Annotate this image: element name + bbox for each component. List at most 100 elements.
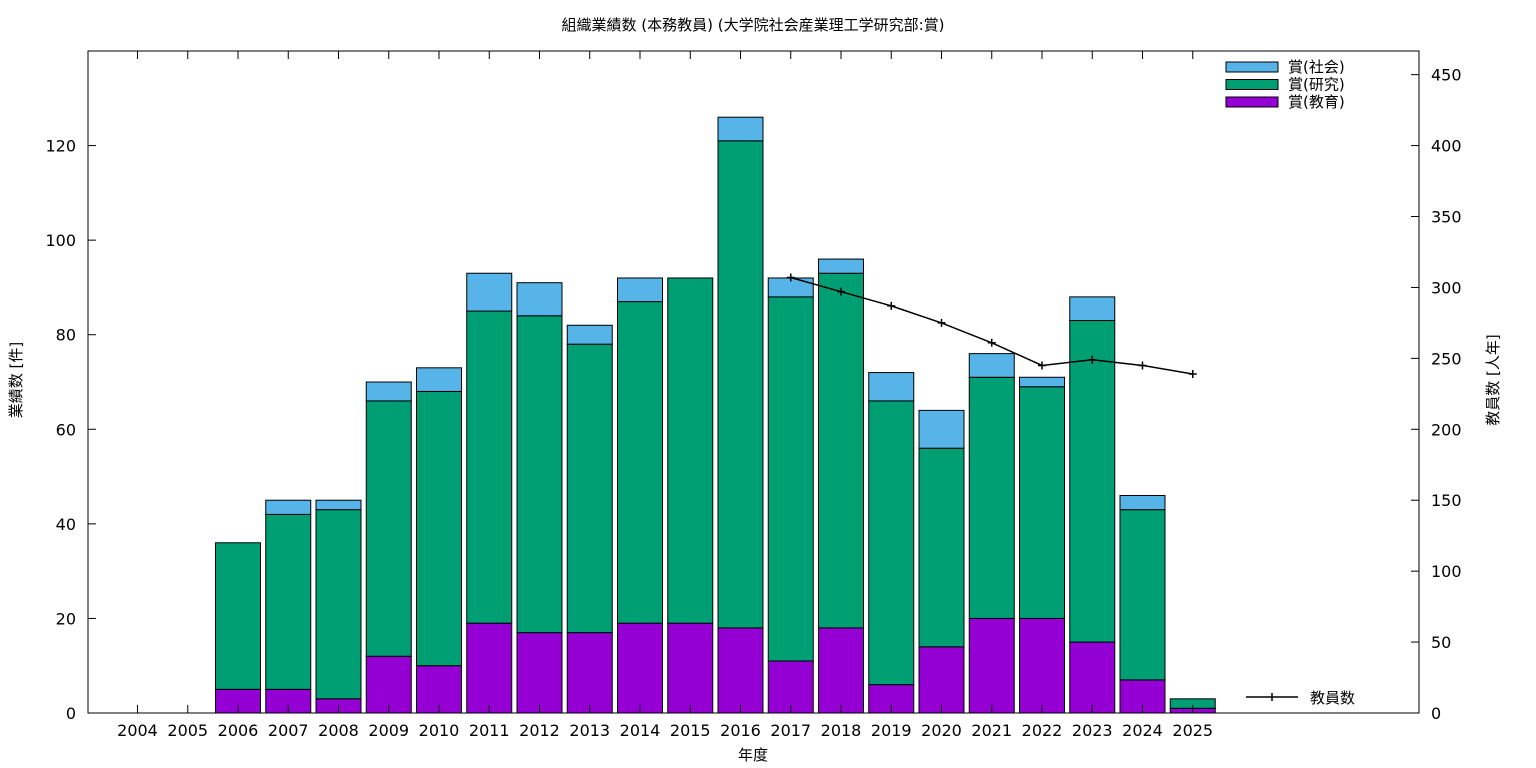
bar-2023-series-0 — [1069, 641, 1116, 714]
x-tick-label-2007: 2007 — [268, 721, 309, 740]
bar-2011-series-1 — [466, 310, 513, 624]
bar-2012-series-2 — [516, 282, 563, 317]
bar-2019-series-2 — [868, 372, 915, 402]
line-point-2022 — [1038, 361, 1046, 370]
legend-line-label: 教員数 — [1310, 689, 1355, 707]
y2-axis-label: 教員数 [人年] — [1484, 334, 1502, 425]
bar-2007-series-2 — [265, 499, 312, 515]
y2-tick-label-250: 250 — [1431, 349, 1462, 368]
bar-2013-series-0 — [566, 632, 613, 714]
x-tick-label-2013: 2013 — [569, 721, 610, 740]
bar-2009-series-1 — [365, 400, 412, 657]
y-axis-label: 業績数 [件] — [7, 342, 25, 418]
x-tick-label-2017: 2017 — [770, 721, 811, 740]
y2-tick-label-400: 400 — [1431, 137, 1462, 156]
bar-2020-series-2 — [918, 409, 965, 449]
legend-swatch-1 — [1225, 79, 1279, 90]
bar-2018-series-1 — [818, 272, 864, 629]
bar-2013-series-2 — [566, 324, 613, 345]
legend: 賞(社会)賞(研究)賞(教育) 教員数 — [1225, 58, 1355, 707]
bar-2016-series-0 — [717, 627, 764, 714]
bar-2014-series-0 — [617, 622, 663, 714]
x-tick-label-2015: 2015 — [670, 721, 711, 740]
bar-2009-series-2 — [365, 381, 412, 402]
axes-layer: 0 20 40 60 80 100 120 0 50 100 150 200 250 300 350 400 4… — [45, 51, 1462, 740]
bar-2015-series-0 — [667, 622, 714, 714]
legend-label-2: 賞(教育) — [1288, 93, 1345, 111]
line-point-2025 — [1188, 369, 1197, 378]
x-tick-label-2005: 2005 — [167, 721, 208, 740]
x-tick-label-2008: 2008 — [318, 721, 359, 740]
x-tick-label-2024: 2024 — [1122, 721, 1163, 740]
bar-2017-series-1 — [767, 296, 814, 662]
bars-layer — [215, 116, 1216, 714]
x-tick-label-2019: 2019 — [871, 721, 912, 740]
x-tick-label-2009: 2009 — [368, 721, 409, 740]
y2-tick-label-300: 300 — [1431, 278, 1462, 297]
bar-2009-series-0 — [365, 655, 412, 714]
x-tick-label-2018: 2018 — [821, 721, 862, 740]
bar-2019-series-1 — [868, 400, 915, 686]
x-tick-label-2022: 2022 — [1022, 721, 1063, 740]
line-point-2024 — [1138, 361, 1147, 370]
bar-2021-series-0 — [968, 617, 1015, 714]
bar-2010-series-1 — [416, 390, 462, 667]
x-tick-label-2025: 2025 — [1172, 721, 1213, 740]
bar-2020-series-1 — [918, 447, 965, 648]
bar-2024-series-1 — [1119, 509, 1166, 681]
bar-2011-series-2 — [466, 272, 513, 312]
bar-2012-series-0 — [516, 632, 563, 714]
legend-swatch-2 — [1225, 96, 1279, 108]
bar-2021-series-1 — [968, 376, 1015, 619]
y-tick-label-120: 120 — [45, 137, 76, 156]
bar-2022-series-0 — [1019, 617, 1065, 714]
bar-2008-series-2 — [315, 499, 362, 511]
x-tick-label-2011: 2011 — [469, 721, 510, 740]
y2-tick-label-150: 150 — [1431, 491, 1462, 510]
line-point-2021 — [987, 338, 996, 347]
y-tick-label-0: 0 — [66, 704, 76, 723]
x-tick-label-2010: 2010 — [419, 721, 460, 740]
line-layer — [786, 273, 1197, 378]
bar-2022-series-2 — [1019, 376, 1065, 388]
line-point-2020 — [937, 318, 946, 327]
legend-swatch-0 — [1225, 61, 1279, 73]
y2-tick-label-100: 100 — [1431, 562, 1462, 581]
y2-tick-label-350: 350 — [1431, 208, 1462, 227]
bar-2018-series-0 — [818, 627, 864, 714]
x-tick-label-2021: 2021 — [971, 721, 1012, 740]
bar-2022-series-1 — [1019, 386, 1065, 619]
bar-2018-series-2 — [818, 258, 864, 274]
bar-2015-series-1 — [667, 277, 714, 624]
legend-label-1: 賞(研究) — [1288, 76, 1345, 94]
x-tick-label-2012: 2012 — [519, 721, 560, 740]
chart-title: 組織業績数 (本務教員) (大学院社会産業理工学研究部:賞) — [561, 16, 944, 34]
y-tick-label-100: 100 — [45, 231, 76, 250]
y2-tick-label-50: 50 — [1431, 633, 1451, 652]
bar-2024-series-2 — [1119, 494, 1166, 511]
bar-2013-series-1 — [566, 343, 613, 634]
legend-label-0: 賞(社会) — [1288, 58, 1345, 76]
bar-2007-series-1 — [265, 513, 312, 690]
plot-frame — [87, 50, 1420, 714]
bar-2023-series-2 — [1069, 296, 1116, 322]
x-tick-label-2023: 2023 — [1072, 721, 1113, 740]
line-point-2017 — [786, 273, 795, 282]
x-tick-label-2004: 2004 — [117, 721, 158, 740]
x-axis-label: 年度 — [738, 746, 768, 764]
bar-2006-series-1 — [215, 542, 261, 690]
bar-2008-series-1 — [315, 509, 362, 700]
y2-tick-label-450: 450 — [1431, 66, 1462, 85]
y-tick-label-80: 80 — [56, 326, 76, 345]
y-tick-label-20: 20 — [56, 609, 76, 628]
bar-2021-series-2 — [968, 353, 1015, 378]
line-point-2023 — [1088, 355, 1097, 364]
y-tick-label-40: 40 — [56, 515, 76, 534]
x-tick-label-2014: 2014 — [620, 721, 661, 740]
y2-tick-label-200: 200 — [1431, 420, 1462, 439]
x-tick-label-2020: 2020 — [921, 721, 962, 740]
bar-2014-series-1 — [617, 301, 663, 624]
x-tick-label-2006: 2006 — [218, 721, 259, 740]
bar-2012-series-1 — [516, 315, 563, 634]
y2-tick-label-0: 0 — [1431, 704, 1441, 723]
